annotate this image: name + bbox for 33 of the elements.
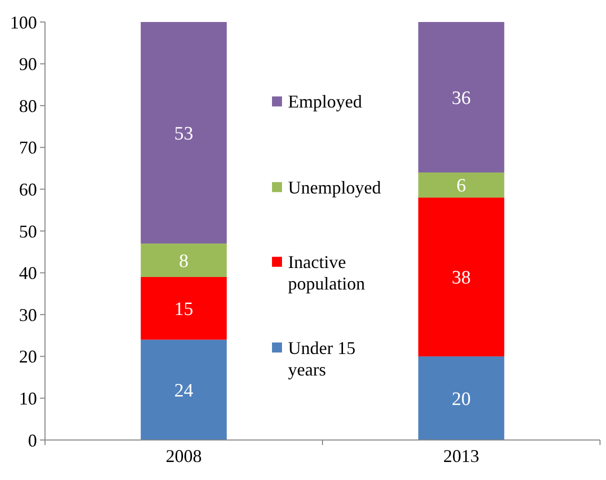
data-label: 6 [456, 176, 466, 197]
bar [140, 340, 227, 440]
y-tick-label: 60 [19, 180, 37, 200]
bar [418, 198, 504, 356]
y-tick-label: 100 [10, 12, 37, 32]
y-tick-label: 80 [19, 96, 37, 116]
y-tick-label: 10 [19, 388, 37, 408]
bar [140, 244, 227, 277]
data-label: 15 [174, 298, 194, 320]
legend-label: Unemployed [288, 177, 381, 198]
bar [418, 356, 504, 440]
bar [140, 22, 227, 244]
x-tick-label: 2013 [443, 446, 480, 466]
data-label: 24 [174, 380, 194, 402]
y-tick-label: 30 [19, 304, 37, 325]
data-label: 36 [452, 88, 471, 109]
legend-label: Employed [288, 92, 362, 112]
y-tick-label: 50 [19, 221, 37, 242]
y-tick-label: 90 [19, 54, 37, 74]
bar [418, 172, 504, 198]
y-tick-label: 70 [19, 138, 37, 158]
y-tick-label: 0 [28, 430, 37, 450]
legend-label: Under 15 years [288, 338, 356, 380]
data-label: 8 [179, 250, 188, 272]
data-label: 53 [174, 123, 194, 144]
y-tick-label: 40 [19, 263, 37, 284]
bar [140, 276, 227, 340]
bar [418, 22, 504, 172]
data-label: 38 [452, 268, 471, 289]
y-tick-label: 20 [19, 346, 37, 367]
x-tick-label: 2008 [166, 446, 202, 466]
data-label: 20 [452, 388, 471, 410]
legend-label: Inactive population [288, 252, 365, 294]
